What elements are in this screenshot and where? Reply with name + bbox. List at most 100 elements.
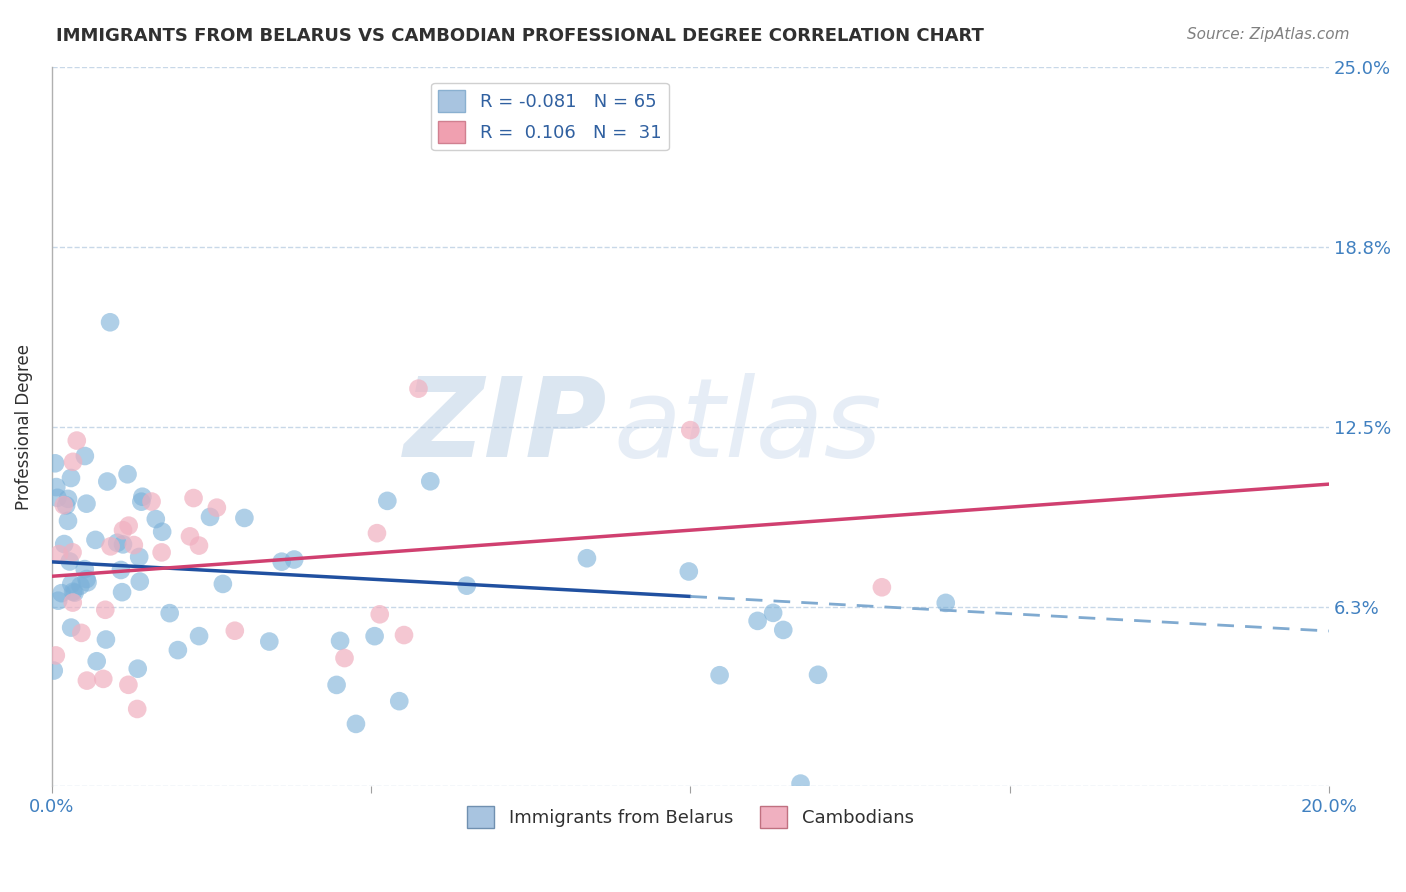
Text: Source: ZipAtlas.com: Source: ZipAtlas.com [1187, 27, 1350, 42]
Point [117, 678, 139, 692]
Point [233, 511, 256, 525]
Point [935, 596, 957, 610]
Text: IMMIGRANTS FROM BELARUS VS CAMBODIAN PROFESSIONAL DEGREE CORRELATION CHART: IMMIGRANTS FROM BELARUS VS CAMBODIAN PRO… [56, 27, 984, 45]
Point [62, 584, 84, 599]
Point [76, 575, 98, 590]
Point [42, 664, 65, 678]
Point [59, 554, 82, 568]
Point [762, 606, 785, 620]
Point [117, 467, 139, 482]
Point [128, 549, 150, 564]
Point [111, 523, 134, 537]
Point [575, 551, 598, 566]
Point [63, 585, 86, 599]
Point [679, 423, 702, 437]
Point [45, 648, 67, 663]
Point [86, 654, 108, 668]
Point [60, 577, 83, 591]
Point [122, 538, 145, 552]
Point [76, 673, 98, 688]
Point [363, 629, 385, 643]
Point [91, 672, 114, 686]
Point [183, 491, 205, 505]
Point [73, 449, 96, 463]
Point [53, 537, 76, 551]
Point [62, 455, 84, 469]
Point [127, 702, 149, 716]
Legend: Immigrants from Belarus, Cambodians: Immigrants from Belarus, Cambodians [460, 798, 921, 835]
Point [150, 545, 173, 559]
Point [179, 529, 201, 543]
Point [66, 434, 89, 448]
Point [46, 491, 69, 505]
Point [94, 632, 117, 647]
Point [131, 490, 153, 504]
Point [408, 382, 430, 396]
Point [56, 514, 79, 528]
Point [283, 552, 305, 566]
Point [76, 497, 98, 511]
Point [188, 629, 211, 643]
Point [388, 694, 411, 708]
Point [46, 593, 69, 607]
Point [366, 526, 388, 541]
Point [100, 540, 122, 554]
Point [772, 623, 794, 637]
Point [127, 662, 149, 676]
Point [128, 574, 150, 589]
Point [392, 628, 415, 642]
Point [111, 537, 134, 551]
Point [212, 577, 235, 591]
Text: atlas: atlas [613, 373, 883, 480]
Text: ZIP: ZIP [404, 373, 607, 480]
Point [73, 562, 96, 576]
Point [62, 596, 84, 610]
Point [375, 494, 398, 508]
Point [51, 586, 73, 600]
Point [368, 607, 391, 622]
Point [84, 533, 107, 547]
Point [224, 624, 246, 638]
Point [456, 579, 478, 593]
Point [167, 643, 190, 657]
Point [48, 547, 70, 561]
Point [55, 499, 77, 513]
Point [45, 480, 67, 494]
Point [789, 776, 811, 790]
Point [329, 633, 352, 648]
Point [141, 494, 163, 508]
Point [188, 539, 211, 553]
Point [70, 626, 93, 640]
Point [333, 651, 356, 665]
Point [52, 498, 75, 512]
Point [111, 585, 134, 599]
Point [150, 524, 173, 539]
Point [60, 621, 83, 635]
Point [110, 563, 132, 577]
Point [98, 315, 121, 329]
Point [159, 606, 181, 620]
Point [198, 509, 221, 524]
Point [118, 518, 141, 533]
Point [270, 555, 292, 569]
Point [325, 678, 347, 692]
Point [62, 545, 84, 559]
Point [94, 603, 117, 617]
Point [259, 634, 281, 648]
Point [44, 456, 66, 470]
Point [747, 614, 769, 628]
Point [76, 572, 98, 586]
Point [105, 535, 128, 549]
Point [678, 565, 700, 579]
Point [807, 667, 830, 681]
Point [131, 494, 153, 508]
Point [419, 475, 441, 489]
Point [69, 579, 91, 593]
Point [56, 491, 79, 506]
Point [205, 500, 228, 515]
Point [709, 668, 731, 682]
Y-axis label: Professional Degree: Professional Degree [15, 343, 32, 509]
Point [59, 471, 82, 485]
Point [870, 580, 893, 594]
Point [145, 512, 167, 526]
